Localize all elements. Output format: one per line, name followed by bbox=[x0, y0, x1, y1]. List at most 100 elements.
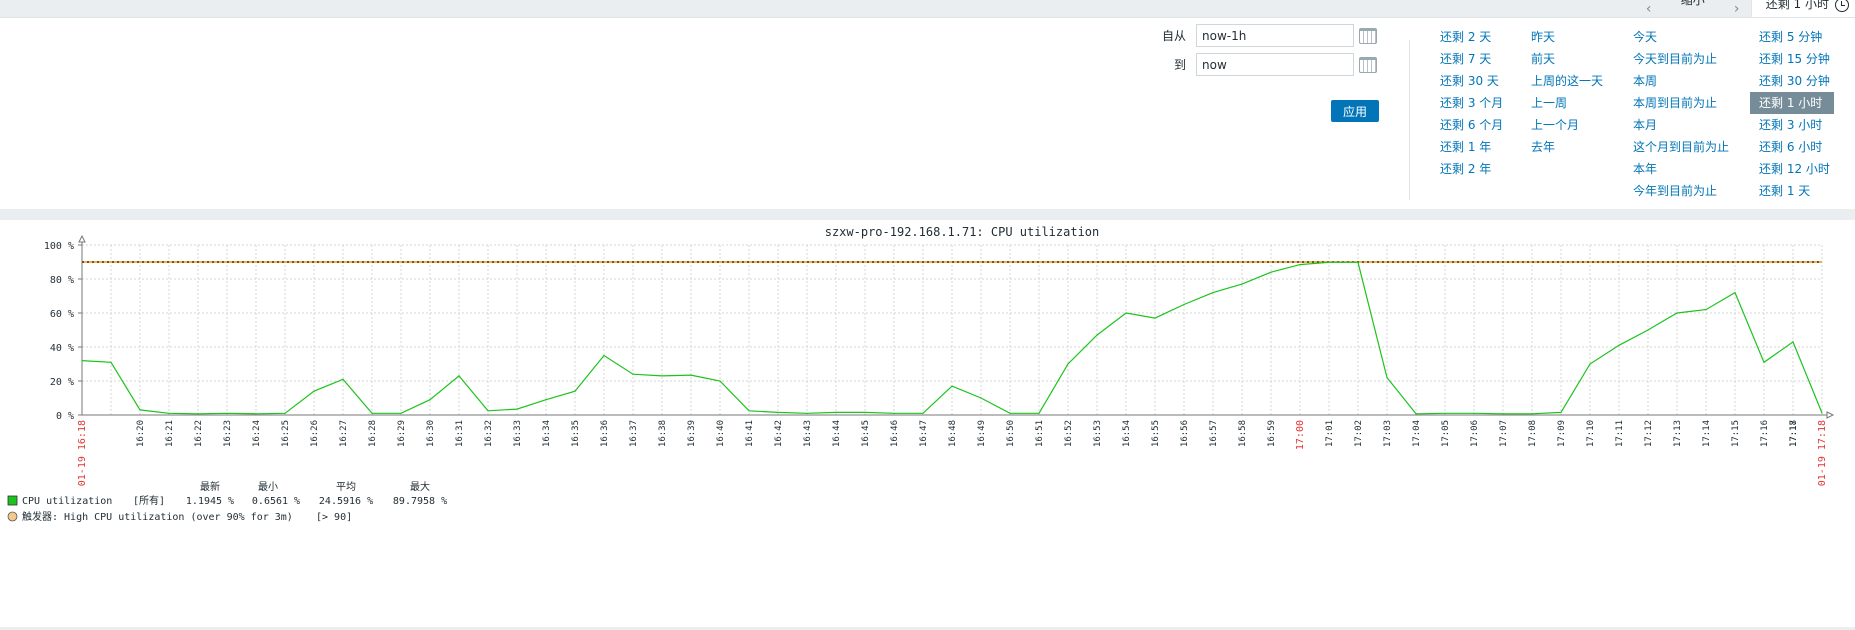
zoom-out-button[interactable]: 缩小 bbox=[1680, 0, 1705, 7]
x-tick-label: 16:24 bbox=[252, 420, 262, 447]
from-input[interactable] bbox=[1196, 24, 1354, 47]
x-tick-label: 17:13 bbox=[1673, 420, 1683, 447]
x-tick-label: 17:15 bbox=[1731, 420, 1741, 447]
quick-range-link[interactable]: 今天 bbox=[1633, 30, 1658, 44]
data-point bbox=[1270, 271, 1272, 273]
quick-range-link[interactable]: 还剩 1 年 bbox=[1440, 140, 1492, 154]
data-point bbox=[1560, 411, 1562, 414]
x-tick-label: 16:55 bbox=[1151, 420, 1161, 447]
data-point bbox=[458, 375, 460, 377]
x-tick-label: 17:06 bbox=[1470, 420, 1480, 447]
quick-range-link[interactable]: 还剩 1 小时 bbox=[1750, 92, 1834, 114]
data-point bbox=[110, 361, 112, 363]
x-tick-label: 16:30 bbox=[426, 420, 436, 447]
x-tick-label: 16:41 bbox=[745, 420, 755, 447]
quick-range-link[interactable]: 还剩 5 分钟 bbox=[1759, 30, 1823, 44]
quick-range-link[interactable]: 今天到目前为止 bbox=[1633, 52, 1718, 66]
data-point bbox=[574, 390, 576, 392]
x-tick-label: 17:10 bbox=[1586, 420, 1596, 447]
time-range-tab[interactable]: 还剩 1 小时 bbox=[1750, 0, 1855, 17]
quick-range-link[interactable]: 前天 bbox=[1531, 52, 1556, 66]
data-point bbox=[516, 408, 518, 410]
quick-range-link[interactable]: 还剩 1 天 bbox=[1759, 184, 1811, 198]
quick-range-link[interactable]: 去年 bbox=[1531, 140, 1556, 154]
x-tick-label: 17:09 bbox=[1557, 420, 1567, 447]
to-row: 到 bbox=[1156, 53, 1377, 76]
y-axis-arrow bbox=[78, 234, 86, 243]
quick-range-link[interactable]: 昨天 bbox=[1531, 30, 1556, 44]
quick-range-link[interactable]: 今年到目前为止 bbox=[1633, 184, 1718, 198]
next-period-icon[interactable]: › bbox=[1733, 0, 1740, 17]
quick-range-link[interactable]: 还剩 15 分钟 bbox=[1759, 52, 1830, 66]
quick-range-link[interactable]: 还剩 7 天 bbox=[1440, 52, 1492, 66]
data-point bbox=[1299, 263, 1301, 266]
legend-header: 平均 bbox=[336, 481, 356, 493]
quick-range-link[interactable]: 还剩 3 小时 bbox=[1759, 118, 1823, 132]
x-tick-label: 16:34 bbox=[542, 420, 552, 447]
x-tick-label: 16:43 bbox=[803, 420, 813, 447]
x-tick-label: 16:20 bbox=[136, 420, 146, 447]
data-point bbox=[603, 354, 605, 357]
quick-range-link[interactable]: 本周到目前为止 bbox=[1633, 96, 1718, 110]
cpu-utilization-chart: szxw-pro-192.168.1.71: CPU utilization 0 … bbox=[7, 225, 1835, 523]
data-point bbox=[1183, 303, 1185, 306]
x-tick-label: 17:01 bbox=[1325, 420, 1335, 447]
quick-range-link[interactable]: 还剩 30 分钟 bbox=[1759, 74, 1830, 88]
x-tick-label: 17:08 bbox=[1528, 420, 1538, 447]
calendar-icon[interactable] bbox=[1359, 27, 1377, 44]
legend-item-scope: [所有] bbox=[133, 494, 165, 507]
quick-range-link[interactable]: 本月 bbox=[1633, 118, 1658, 132]
apply-button[interactable]: 应用 bbox=[1331, 100, 1379, 122]
quick-range-link[interactable]: 本周 bbox=[1633, 74, 1658, 88]
data-point bbox=[1734, 292, 1736, 294]
data-point bbox=[922, 412, 924, 414]
x-tick-label: 16:45 bbox=[861, 420, 871, 447]
quick-range-link[interactable]: 还剩 6 小时 bbox=[1759, 140, 1823, 154]
x-tick-label: 16:42 bbox=[774, 420, 784, 447]
data-point bbox=[197, 413, 199, 415]
x-tick-label: 17:16 bbox=[1760, 420, 1770, 447]
x-tick-label: 16:57 bbox=[1209, 420, 1219, 447]
data-point bbox=[313, 390, 315, 392]
graph-panel: szxw-pro-192.168.1.71: CPU utilization 0 … bbox=[0, 220, 1855, 627]
data-point bbox=[226, 412, 228, 414]
quick-range-link[interactable]: 还剩 12 小时 bbox=[1759, 162, 1830, 176]
quick-range-link[interactable]: 这个月到目前为止 bbox=[1633, 140, 1730, 154]
quick-range-link[interactable]: 还剩 6 个月 bbox=[1440, 118, 1504, 132]
x-tick-label: 16:39 bbox=[687, 420, 697, 447]
x-tick-label: 16:52 bbox=[1064, 420, 1074, 447]
calendar-icon[interactable] bbox=[1359, 56, 1377, 73]
data-point bbox=[400, 412, 402, 414]
quick-range-link[interactable]: 还剩 2 天 bbox=[1440, 30, 1492, 44]
data-point bbox=[371, 412, 373, 414]
legend-trigger-text: 触发器: High CPU utilization (over 90% for … bbox=[22, 510, 293, 523]
x-tick-label: 16:32 bbox=[484, 420, 494, 447]
x-tick-label: 16:58 bbox=[1238, 420, 1248, 447]
x-tick-label: 17:11 bbox=[1615, 420, 1625, 447]
data-point bbox=[1357, 261, 1359, 263]
to-label: 到 bbox=[1173, 58, 1186, 72]
quick-range-link[interactable]: 还剩 30 天 bbox=[1440, 74, 1499, 88]
quick-range-link[interactable]: 本年 bbox=[1633, 162, 1658, 176]
quick-range-link[interactable]: 上周的这一天 bbox=[1531, 74, 1604, 88]
data-point bbox=[1763, 361, 1765, 363]
data-point bbox=[1154, 317, 1156, 319]
chart-title: szxw-pro-192.168.1.71: CPU utilization bbox=[825, 225, 1100, 239]
x-tick-label: 16:38 bbox=[658, 420, 668, 447]
quick-range-link[interactable]: 还剩 2 年 bbox=[1440, 162, 1492, 176]
quick-range-link[interactable]: 上一周 bbox=[1531, 96, 1568, 110]
quick-range-link[interactable]: 上一个月 bbox=[1531, 118, 1580, 132]
to-input[interactable] bbox=[1196, 53, 1354, 76]
prev-period-icon[interactable]: ‹ bbox=[1645, 0, 1652, 17]
y-tick-label: 0 % bbox=[56, 411, 74, 422]
x-tick-label: 16:21 bbox=[165, 420, 175, 447]
legend-item-name: CPU utilization bbox=[22, 496, 112, 507]
data-point bbox=[1415, 413, 1417, 415]
quick-range-link[interactable]: 还剩 3 个月 bbox=[1440, 96, 1504, 110]
data-point bbox=[748, 410, 750, 412]
y-tick-label: 20 % bbox=[50, 377, 74, 388]
x-tick-label: 17:04 bbox=[1412, 420, 1422, 447]
data-point bbox=[893, 412, 895, 414]
data-point bbox=[255, 413, 257, 415]
x-tick-label: 16:53 bbox=[1093, 420, 1103, 447]
